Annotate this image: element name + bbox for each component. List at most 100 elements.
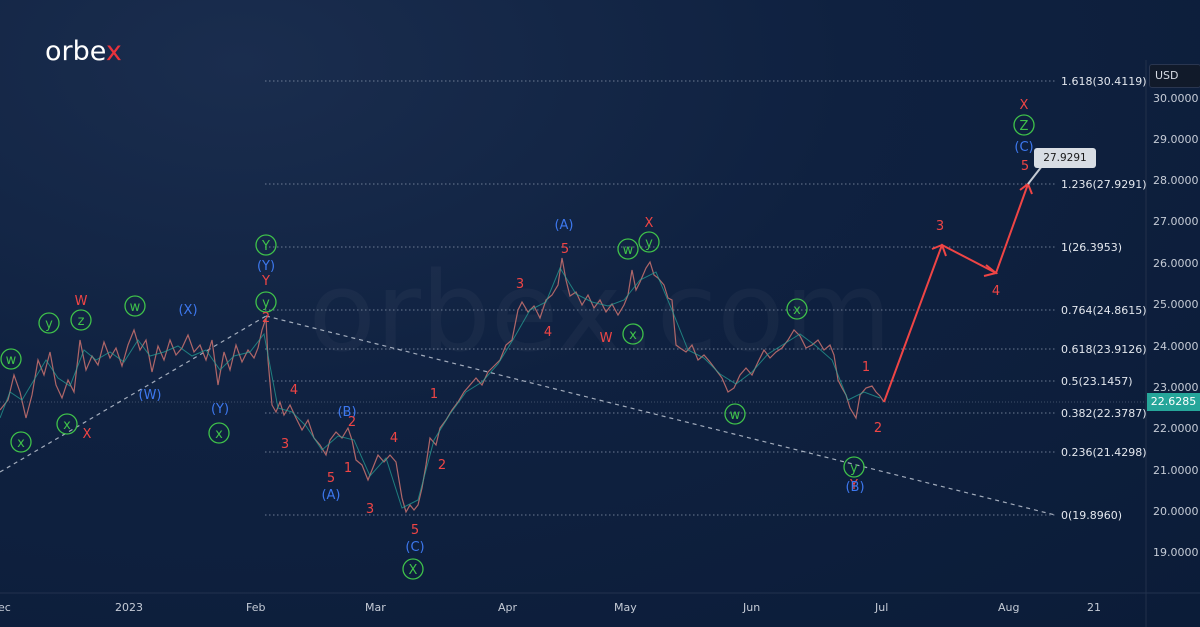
svg-text:Y: Y (849, 478, 858, 493)
svg-text:0.618(23.9126): 0.618(23.9126) (1061, 343, 1147, 356)
trend-lines (0, 315, 1056, 516)
svg-text:W: W (75, 294, 88, 309)
svg-text:Feb: Feb (246, 601, 265, 614)
svg-text:Jul: Jul (874, 601, 888, 614)
currency-button[interactable]: USD (1149, 64, 1200, 88)
svg-text:21.0000: 21.0000 (1153, 464, 1199, 477)
svg-text:0.5(23.1457): 0.5(23.1457) (1061, 375, 1133, 388)
svg-text:5: 5 (411, 523, 419, 538)
svg-text:0.382(22.3787): 0.382(22.3787) (1061, 407, 1147, 420)
svg-text:4: 4 (992, 284, 1000, 299)
svg-text:Jun: Jun (742, 601, 760, 614)
logo-accent: x (105, 36, 122, 67)
svg-text:x: x (215, 427, 223, 442)
time-axis[interactable]: ec 2023 Feb Mar Apr May Jun Jul Aug 21 (0, 601, 1101, 614)
svg-text:2: 2 (262, 311, 270, 326)
svg-text:X: X (409, 563, 418, 578)
svg-text:0.764(24.8615): 0.764(24.8615) (1061, 304, 1147, 317)
logo-text: orbe (45, 36, 106, 67)
svg-text:(W): (W) (139, 388, 162, 403)
svg-text:4: 4 (290, 383, 298, 398)
svg-text:5: 5 (561, 242, 569, 257)
svg-text:X: X (1020, 98, 1029, 113)
svg-text:2023: 2023 (115, 601, 143, 614)
svg-text:26.0000: 26.0000 (1153, 257, 1199, 270)
svg-text:(A): (A) (321, 488, 340, 503)
svg-text:1: 1 (862, 360, 870, 375)
svg-text:2: 2 (874, 421, 882, 436)
svg-text:23.0000: 23.0000 (1153, 381, 1199, 394)
price-candles (0, 257, 885, 514)
projection-path (883, 182, 1033, 403)
svg-text:(Y): (Y) (211, 402, 229, 417)
svg-text:y: y (850, 461, 858, 476)
svg-text:1: 1 (344, 461, 352, 476)
svg-text:19.0000: 19.0000 (1153, 546, 1199, 559)
svg-text:W: W (600, 331, 613, 346)
svg-text:21: 21 (1087, 601, 1101, 614)
svg-text:5: 5 (327, 471, 335, 486)
svg-text:(A): (A) (554, 218, 573, 233)
svg-text:3: 3 (281, 437, 289, 452)
svg-text:w: w (623, 243, 634, 258)
svg-text:1.618(30.4119): 1.618(30.4119) (1061, 75, 1147, 88)
svg-text:0(19.8960): 0(19.8960) (1061, 509, 1122, 522)
svg-text:5: 5 (1021, 159, 1029, 174)
brand-logo: orbex (45, 36, 122, 67)
svg-text:Y: Y (261, 239, 270, 254)
price-axis[interactable]: 30.0000 29.0000 28.0000 27.0000 26.0000 … (1153, 92, 1199, 559)
svg-text:(C): (C) (405, 540, 424, 555)
svg-text:Z: Z (1020, 119, 1029, 134)
svg-text:24.0000: 24.0000 (1153, 340, 1199, 353)
svg-text:0.236(21.4298): 0.236(21.4298) (1061, 446, 1147, 459)
svg-text:28.0000: 28.0000 (1153, 174, 1199, 187)
svg-text:(Y): (Y) (257, 259, 275, 274)
svg-text:X: X (83, 427, 92, 442)
callout-pointer (1027, 165, 1043, 185)
svg-text:(B): (B) (337, 405, 356, 420)
svg-text:y: y (45, 317, 53, 332)
svg-text:3: 3 (516, 277, 524, 292)
fibonacci-labels: 1.618(30.4119) 1.236(27.9291) 1(26.3953)… (1061, 75, 1147, 522)
svg-text:1(26.3953): 1(26.3953) (1061, 241, 1122, 254)
svg-text:(C): (C) (1014, 140, 1033, 155)
svg-text:(X): (X) (178, 303, 197, 318)
svg-text:20.0000: 20.0000 (1153, 505, 1199, 518)
svg-text:ec: ec (0, 601, 11, 614)
svg-text:x: x (17, 436, 25, 451)
svg-text:x: x (793, 303, 801, 318)
svg-text:x: x (629, 328, 637, 343)
svg-text:y: y (645, 236, 653, 251)
svg-text:22.0000: 22.0000 (1153, 422, 1199, 435)
svg-text:w: w (730, 408, 741, 423)
svg-text:2: 2 (438, 458, 446, 473)
svg-text:3: 3 (936, 219, 944, 234)
svg-text:29.0000: 29.0000 (1153, 133, 1199, 146)
svg-text:Aug: Aug (998, 601, 1019, 614)
svg-text:May: May (614, 601, 637, 614)
svg-text:Y: Y (261, 274, 270, 289)
svg-text:30.0000: 30.0000 (1153, 92, 1199, 105)
svg-text:4: 4 (544, 325, 552, 340)
svg-text:Mar: Mar (365, 601, 386, 614)
svg-text:4: 4 (390, 431, 398, 446)
svg-text:z: z (78, 314, 85, 329)
svg-text:y: y (262, 296, 270, 311)
svg-text:1: 1 (430, 387, 438, 402)
svg-text:25.0000: 25.0000 (1153, 298, 1199, 311)
currency-label: USD (1155, 69, 1179, 82)
svg-text:27.0000: 27.0000 (1153, 215, 1199, 228)
watermark: orbex.com (308, 248, 891, 376)
last-price-badge: 22.6285 (1147, 393, 1200, 411)
target-price-callout: 27.9291 (1034, 148, 1096, 168)
wave-label-B: (B) (845, 480, 864, 495)
svg-text:X: X (645, 216, 654, 231)
wave-circles (0, 114, 1035, 580)
svg-text:1.236(27.9291): 1.236(27.9291) (1061, 178, 1147, 191)
svg-text:Apr: Apr (498, 601, 518, 614)
svg-text:3: 3 (366, 502, 374, 517)
svg-text:w: w (6, 353, 17, 368)
wave-labels: w x y x z W X w (W) (X) (Y) x Y (Y) Y y … (6, 98, 1034, 578)
